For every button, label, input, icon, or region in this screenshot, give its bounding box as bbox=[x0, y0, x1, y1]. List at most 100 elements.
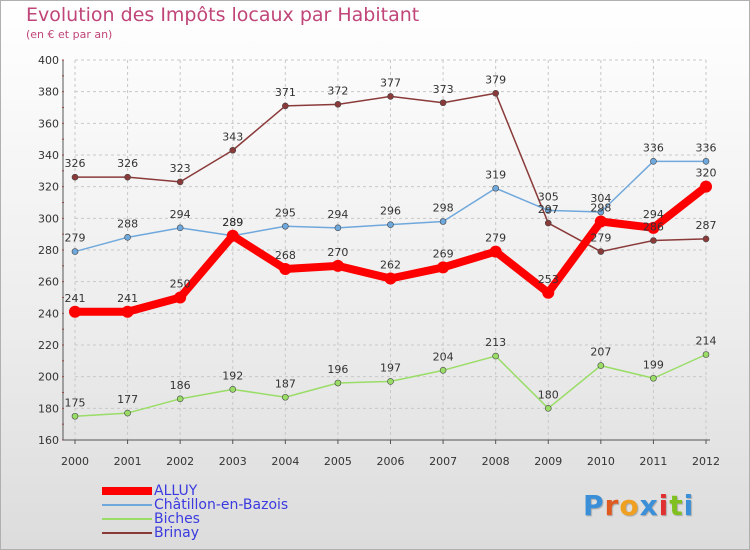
data-point bbox=[647, 221, 660, 234]
y-tick-label: 240 bbox=[38, 307, 59, 320]
logo-letter: x bbox=[639, 489, 659, 522]
data-label: 289 bbox=[222, 216, 243, 229]
y-tick-label: 340 bbox=[38, 149, 59, 162]
y-tick-label: 280 bbox=[38, 244, 59, 257]
data-label: 372 bbox=[327, 84, 348, 97]
data-label: 262 bbox=[380, 259, 401, 272]
series-lines bbox=[69, 89, 712, 420]
axes: 160 180 200 220 240 260 280 300 320 340 360 380 400 2… bbox=[38, 54, 720, 468]
data-label: 287 bbox=[696, 219, 717, 232]
data-label: 371 bbox=[275, 86, 296, 99]
data-point bbox=[700, 180, 712, 193]
data-point bbox=[229, 146, 237, 154]
data-label: 241 bbox=[117, 292, 138, 305]
data-label: 187 bbox=[275, 377, 296, 390]
legend-label-brinay: Brinay bbox=[154, 525, 199, 541]
logo-letter: t bbox=[669, 489, 684, 522]
data-label: 268 bbox=[275, 249, 296, 262]
data-point bbox=[69, 305, 81, 318]
data-label: 279 bbox=[590, 232, 611, 245]
data-label: 214 bbox=[696, 335, 717, 348]
data-point bbox=[282, 393, 289, 401]
data-label: 305 bbox=[538, 190, 559, 203]
x-tick-label: 2000 bbox=[61, 455, 89, 468]
data-point bbox=[597, 208, 605, 216]
data-label: 319 bbox=[485, 168, 506, 181]
data-label: 204 bbox=[433, 350, 454, 363]
data-point bbox=[334, 101, 342, 108]
data-point bbox=[544, 405, 552, 412]
data-label: 379 bbox=[485, 73, 506, 86]
data-label: 197 bbox=[380, 361, 401, 374]
logo-letter: o bbox=[619, 489, 640, 522]
legend-label-chatillon: Châtillon-en-Bazois bbox=[154, 497, 289, 513]
data-label: 304 bbox=[590, 192, 611, 205]
y-tick-label: 400 bbox=[38, 54, 59, 67]
logo-letter: r bbox=[604, 489, 620, 522]
x-tick-label: 2010 bbox=[587, 455, 615, 468]
data-label: 296 bbox=[380, 205, 401, 218]
data-label: 373 bbox=[433, 83, 454, 96]
data-point bbox=[121, 305, 134, 318]
line-chart: 160 180 200 220 240 260 280 300 320 340 360 380 400 2… bbox=[38, 54, 720, 468]
x-tick-label: 2006 bbox=[377, 455, 405, 468]
data-point bbox=[176, 224, 184, 232]
data-label: 279 bbox=[485, 232, 506, 245]
logo-letter: i bbox=[683, 489, 695, 522]
data-label: 269 bbox=[433, 247, 454, 260]
data-point bbox=[71, 173, 79, 181]
data-label: 326 bbox=[65, 157, 86, 170]
data-label: 297 bbox=[538, 203, 559, 216]
data-label: 336 bbox=[643, 141, 664, 154]
data-label: 298 bbox=[590, 202, 611, 215]
data-label: 298 bbox=[433, 202, 454, 215]
data-point bbox=[71, 412, 79, 420]
y-tick-label: 200 bbox=[38, 371, 59, 384]
y-tick-label: 320 bbox=[38, 181, 59, 194]
chart-subtitle: (en € et par an) bbox=[26, 28, 113, 41]
legend-label-biches: Biches bbox=[154, 511, 200, 527]
y-tick-label: 220 bbox=[38, 339, 59, 352]
data-point bbox=[650, 237, 657, 244]
data-label: 250 bbox=[170, 278, 191, 291]
data-label: 336 bbox=[696, 141, 717, 154]
data-point bbox=[387, 93, 394, 100]
data-label: 326 bbox=[117, 157, 138, 170]
data-point bbox=[71, 248, 79, 255]
x-tick-label: 2007 bbox=[429, 455, 457, 468]
data-point bbox=[702, 351, 710, 358]
chart-title: Evolution des Impôts locaux par Habitant bbox=[26, 4, 420, 26]
y-tick-label: 360 bbox=[38, 117, 59, 130]
data-label: 289 bbox=[222, 216, 243, 229]
data-label: 175 bbox=[65, 396, 86, 409]
data-point bbox=[226, 229, 239, 242]
data-point bbox=[334, 224, 342, 232]
data-point bbox=[594, 215, 607, 228]
data-point bbox=[282, 222, 289, 230]
data-label: 253 bbox=[538, 273, 559, 286]
y-tick-label: 300 bbox=[38, 212, 59, 225]
data-label: 294 bbox=[327, 208, 348, 221]
logo-letter: i bbox=[658, 489, 670, 522]
data-point bbox=[439, 99, 447, 107]
data-point bbox=[489, 245, 502, 258]
data-label: 294 bbox=[170, 208, 191, 221]
x-tick-label: 2001 bbox=[114, 455, 142, 468]
data-label: 196 bbox=[327, 363, 348, 376]
data-point bbox=[492, 89, 499, 97]
legend-swatch-alluy bbox=[102, 487, 152, 495]
y-tick-label: 180 bbox=[38, 402, 59, 415]
data-point bbox=[334, 379, 342, 387]
data-point bbox=[702, 158, 710, 165]
proxiti-logo: Proxiti bbox=[583, 489, 694, 522]
data-label: 279 bbox=[65, 232, 86, 245]
legend-swatch-biches bbox=[102, 518, 152, 520]
data-label: 288 bbox=[117, 217, 138, 230]
data-point bbox=[387, 221, 394, 228]
data-point bbox=[702, 235, 710, 243]
data-point bbox=[229, 386, 237, 393]
data-label: 241 bbox=[65, 292, 86, 305]
data-label: 295 bbox=[275, 206, 296, 219]
y-tick-label: 380 bbox=[38, 86, 59, 99]
data-point bbox=[282, 102, 289, 110]
